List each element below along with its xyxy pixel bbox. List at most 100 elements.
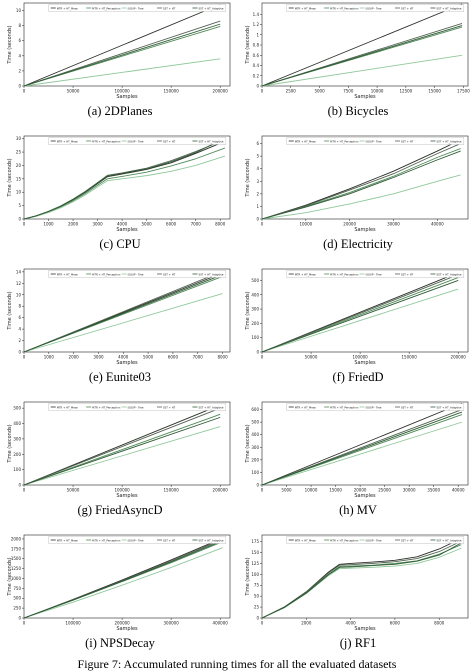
x-tick-label: 1000 (43, 222, 54, 227)
y-tick-label: 2 (18, 338, 21, 343)
x-tick-label: 100000 (352, 355, 368, 360)
x-tick-label: 8000 (217, 355, 228, 360)
x-tick-label: 2500 (286, 89, 297, 94)
y-tick-label: 2000 (11, 536, 22, 541)
legend-label-4: SST + HT_Adaptive (198, 272, 223, 276)
subfigure-caption: (i) NPSDecay (85, 636, 155, 650)
x-tick-label: 150000 (402, 355, 418, 360)
x-axis-label: Samples (354, 94, 376, 100)
y-tick-label: 100 (251, 470, 259, 475)
x-axis-label: Samples (116, 493, 138, 499)
chart-panel-4: 0 2 4 6 8 10 12 14 0 1000 2000 3000 4000 5000 6000 7000… (6, 266, 234, 366)
x-tick-label: 200000 (451, 355, 467, 360)
series-line-4 (261, 411, 463, 486)
plot-area: 0 100 200 300 400 500 0 50000 100000 150000 200000… (7, 401, 231, 499)
x-tick-label: 30000 (403, 488, 416, 493)
axes-frame (261, 401, 469, 486)
series-line-2 (23, 547, 223, 619)
series-line-3 (23, 20, 221, 87)
legend-label-4: SST + HT_Adaptive (436, 6, 461, 10)
legend-label-3: SST + HT (163, 139, 176, 143)
x-axis-label: Samples (116, 227, 138, 233)
legend-box (286, 137, 465, 145)
series-line-4 (261, 25, 463, 87)
y-axis-label: Time (seconds) (245, 25, 251, 64)
chart-panel-1: 0 0.2 0.4 0.6 0.8 1 1.2 1.4 0 2500 5000 7500 10000 12… (244, 0, 472, 100)
y-tick-label: 500 (251, 420, 259, 425)
y-tick-label: 0 (256, 616, 259, 621)
legend-box (286, 4, 465, 12)
x-tick-label: 40000 (452, 488, 465, 493)
x-tick-label: 0 (261, 488, 264, 493)
x-tick-label: 2000 (301, 621, 312, 626)
x-tick-label: 35000 (427, 488, 440, 493)
y-tick-label: 125 (251, 561, 259, 566)
legend: MTR + HT_Mean MTR + HT_Perceptron iSOUP - … (286, 137, 465, 145)
y-tick-label: 3 (256, 179, 259, 184)
legend-label-4: SST + HT_Adaptive (436, 139, 461, 143)
chart-panel-5: 0 100 200 300 400 500 0 50000 100000 150000 200000… (244, 266, 472, 366)
y-axis-label: Time (seconds) (245, 158, 251, 197)
series-line-1 (23, 147, 226, 220)
series-line-3 (261, 274, 459, 353)
x-tick-label: 20000 (354, 488, 367, 493)
x-tick-label: 150000 (164, 89, 180, 94)
y-tick-label: 25 (16, 150, 22, 155)
legend-label-2: iSOUP - Tree (128, 6, 144, 10)
legend-label-2: iSOUP - Tree (128, 405, 144, 409)
axes-frame (23, 534, 231, 619)
y-tick-label: 0 (18, 350, 21, 355)
legend-box (286, 270, 465, 278)
x-tick-label: 4000 (117, 222, 128, 227)
chart-panel-3: 0 1 2 3 4 5 6 0 10000 20000 30000 40000 Samples Time … (244, 133, 472, 233)
legend-label-1: MTR + HT_Perceptron (92, 139, 121, 143)
chart-svg-9: 0 25 50 75 100 125 150 175 0 2000 4000 6000 8000 Samp… (245, 534, 469, 632)
subfigure-caption: (e) Eunite03 (88, 370, 152, 384)
series-line-2 (23, 426, 221, 486)
series-line-2 (261, 174, 461, 220)
x-tick-label: 0 (23, 355, 26, 360)
plot-area: 0 100 200 300 400 500 600 0 5000 10000 15000 20000 2… (245, 401, 469, 499)
series-line-4 (23, 540, 223, 619)
series-line-1 (23, 413, 221, 486)
chart-svg-4: 0 2 4 6 8 10 12 14 0 1000 2000 3000 4000 5000 6000 7000… (7, 268, 231, 366)
chart-panel-9: 0 25 50 75 100 125 150 175 0 2000 4000 6000 8000 Samp… (244, 532, 472, 632)
x-tick-label: 20000 (343, 222, 356, 227)
y-tick-label: 25 (254, 605, 260, 610)
y-tick-label: 0 (18, 217, 21, 222)
legend-box (286, 536, 465, 544)
legend-label-0: MTR + HT_Mean (57, 139, 79, 143)
x-axis-label: Samples (354, 227, 376, 233)
y-axis-label: Time (seconds) (245, 424, 251, 463)
series-line-3 (23, 270, 223, 353)
legend-label-0: MTR + HT_Mean (57, 6, 79, 10)
x-tick-label: 10000 (299, 222, 312, 227)
axes-frame (23, 268, 231, 353)
plot-area: 0 5 10 15 20 25 30 0 1000 2000 3000 4000 5000 6000 700… (7, 135, 231, 233)
y-tick-label: 1000 (11, 576, 22, 581)
legend-label-2: iSOUP - Tree (366, 272, 382, 276)
x-tick-label: 100000 (114, 488, 130, 493)
series-line-1 (261, 544, 462, 619)
plot-area: 0 1 2 3 4 5 6 0 10000 20000 30000 40000 Samples Time … (245, 135, 469, 233)
y-tick-label: 750 (13, 586, 21, 591)
series-line-4 (261, 150, 461, 220)
legend-label-3: SST + HT (401, 538, 414, 542)
y-tick-label: 12 (16, 281, 22, 286)
legend-label-0: MTR + HT_Mean (295, 538, 317, 542)
x-tick-label: 5000 (314, 89, 325, 94)
legend-box (48, 270, 227, 278)
x-tick-label: 0 (261, 621, 264, 626)
y-tick-label: 150 (251, 550, 259, 555)
y-tick-label: 1 (256, 204, 259, 209)
y-tick-label: 200 (13, 452, 21, 457)
series-line-4 (23, 416, 221, 486)
series-line-0 (261, 3, 463, 87)
x-tick-label: 400000 (213, 621, 229, 626)
chart-svg-3: 0 1 2 3 4 5 6 0 10000 20000 30000 40000 Samples Time … (245, 135, 469, 233)
x-tick-label: 0 (23, 488, 26, 493)
subfigure-caption: (f) FriedD (332, 370, 384, 384)
x-tick-label: 200000 (114, 621, 130, 626)
legend-label-1: MTR + HT_Perceptron (92, 272, 121, 276)
series-line-4 (23, 23, 221, 87)
